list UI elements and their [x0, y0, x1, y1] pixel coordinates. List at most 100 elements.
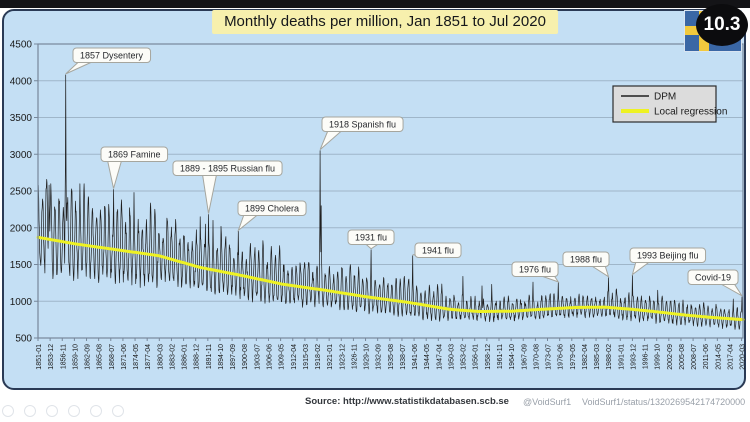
x-tick-label: 1964-10 — [509, 344, 516, 370]
x-tick-label: 1874-05 — [133, 344, 140, 370]
top-black-bar — [0, 0, 750, 8]
x-tick-label: 2005-08 — [679, 344, 686, 370]
x-tick-label: 1903-07 — [254, 344, 261, 370]
x-tick-label: 1853-12 — [48, 344, 55, 370]
x-tick-label: 1856-11 — [60, 344, 67, 369]
reaction-dot — [68, 405, 80, 417]
x-tick-label: 2011-06 — [703, 344, 710, 369]
tweet-status-link[interactable]: VoidSurf1/status/1320269542174720000 — [582, 397, 746, 407]
y-tick-label: 1000 — [10, 297, 33, 308]
annotation-tail — [107, 160, 123, 189]
annotation-tail — [539, 275, 560, 283]
x-tick-label: 1938-07 — [400, 344, 407, 370]
reaction-dot — [46, 405, 58, 417]
x-tick-label: 1894-10 — [218, 344, 225, 370]
annotation-tail — [719, 283, 743, 297]
footer: Source: http://www.statistikdatabasen.sc… — [0, 396, 750, 414]
y-tick-label: 2000 — [10, 223, 33, 234]
x-tick-label: 1982-04 — [582, 344, 589, 370]
x-tick-label: 1868-07 — [109, 344, 116, 370]
annotation-label: 1918 Spanish flu — [329, 120, 396, 130]
x-tick-label: 1900-08 — [242, 344, 249, 370]
y-tick-label: 1500 — [10, 260, 33, 271]
legend-box — [612, 85, 717, 123]
x-tick-label: 1988-02 — [606, 344, 613, 370]
x-tick-label: 1967-09 — [521, 344, 528, 370]
x-tick-label: 1877-04 — [145, 344, 152, 370]
y-tick-label: 4000 — [10, 76, 33, 87]
annotation-box — [562, 251, 610, 267]
x-tick-label: 2002-09 — [667, 344, 674, 370]
x-tick-label: 2014-05 — [715, 344, 722, 370]
reaction-dot — [2, 405, 14, 417]
annotation-box — [100, 146, 169, 162]
reaction-dot — [24, 405, 36, 417]
x-tick-label: 2020-03 — [740, 344, 747, 370]
x-tick-label: 1976-06 — [558, 344, 565, 370]
annotation-label: 1931 flu — [355, 233, 387, 243]
x-tick-label: 1944-05 — [424, 344, 431, 370]
annotation-tail — [65, 61, 94, 75]
x-tick-label: 1888-12 — [194, 344, 201, 370]
x-tick-label: 1859-10 — [72, 344, 79, 370]
source-text: Source: http://www.statistikdatabasen.sc… — [305, 396, 509, 407]
x-tick-label: 1923-12 — [339, 344, 346, 370]
annotation-box — [414, 242, 462, 258]
x-tick-label: 1993-12 — [630, 344, 637, 370]
x-tick-label: 1947-04 — [436, 344, 443, 370]
legend-label: DPM — [654, 92, 676, 103]
x-tick-label: 1996-11 — [643, 344, 650, 369]
x-tick-label: 1956-01 — [473, 344, 480, 370]
plot-border — [37, 43, 744, 339]
x-tick-label: 1921-01 — [327, 344, 334, 370]
mortality-chart: 4500 4000 3500 3000 2500 2000 1500 1000 500 1851-… — [10, 40, 747, 370]
y-tick-label: 3500 — [10, 113, 33, 124]
x-tick-label: 1985-03 — [594, 344, 601, 370]
y-tick-label: 4500 — [10, 40, 33, 51]
x-tick-label: 1897-09 — [230, 344, 237, 370]
annotation-label: 1976 flu — [519, 265, 551, 275]
y-tick-label: 2500 — [10, 187, 33, 198]
annotation-label: 1857 Dysentery — [80, 51, 144, 61]
x-tick-label: 1851-01 — [36, 344, 43, 370]
x-tick-label: 1865-08 — [97, 344, 104, 370]
x-tick-label: 1999-10 — [655, 344, 662, 370]
twitter-handle: @VoidSurf1 — [523, 397, 572, 407]
x-tick-label: 2017-04 — [727, 344, 734, 370]
x-tick-label: 2008-07 — [691, 344, 698, 370]
annotation-box — [511, 261, 559, 277]
x-tick-label: 1979-05 — [570, 344, 577, 370]
annotation-tail — [202, 174, 218, 214]
annotation-tail — [237, 214, 259, 232]
chart-title: Monthly deaths per million, Jan 1851 to … — [212, 10, 558, 34]
annotation-tail — [590, 265, 610, 278]
annotation-label: 1889 - 1895 Russian flu — [180, 164, 275, 174]
legend-label: Local regression — [654, 107, 727, 118]
annotation-label: Covid-19 — [695, 273, 731, 283]
dpm-series-line — [37, 74, 744, 330]
x-tick-label: 1918-02 — [315, 344, 322, 370]
x-tick-label: 1941-06 — [412, 344, 419, 370]
x-tick-label: 1880-03 — [157, 344, 164, 370]
annotation-box — [72, 47, 152, 63]
x-tick-label: 1886-01 — [182, 344, 189, 370]
annotation-label: 1869 Famine — [108, 150, 161, 160]
x-tick-label: 1909-05 — [279, 344, 286, 370]
annotation-box — [347, 229, 395, 245]
annotation-label: 1988 flu — [570, 255, 602, 265]
score-badge: 10.3 — [696, 4, 748, 46]
x-tick-label: 1970-08 — [533, 344, 540, 370]
x-tick-label: 1935-08 — [388, 344, 395, 370]
annotation-label: 1993 Beijing flu — [637, 251, 699, 261]
x-tick-label: 1991-01 — [618, 344, 625, 370]
annotation-tail — [631, 261, 651, 276]
x-tick-label: 1932-09 — [376, 344, 383, 370]
x-tick-label: 1926-11 — [351, 344, 358, 369]
reaction-dot — [112, 405, 124, 417]
annotation-box — [629, 247, 707, 263]
x-tick-label: 1871-06 — [121, 344, 128, 370]
x-tick-label: 1891-11 — [206, 344, 213, 369]
x-tick-label: 1929-10 — [364, 344, 371, 370]
x-tick-label: 1950-03 — [448, 344, 455, 370]
